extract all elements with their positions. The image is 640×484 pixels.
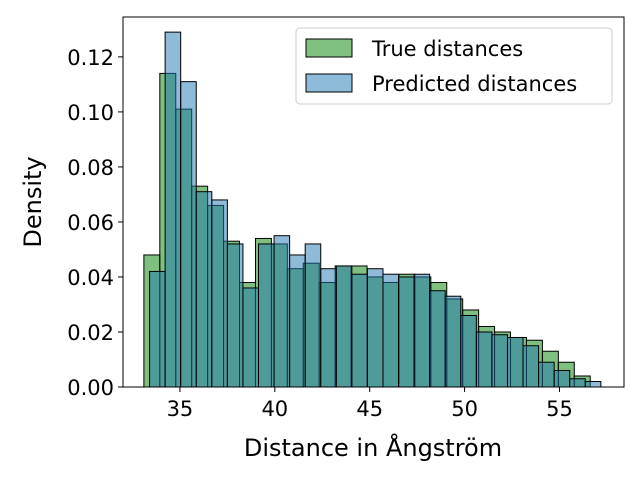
bar-predicted-0 [149, 270, 166, 388]
bar-predicted-9 [289, 254, 306, 388]
legend-swatch-true [305, 38, 353, 58]
bar-predicted-26 [553, 369, 571, 388]
bar-predicted-8 [273, 235, 291, 388]
bar-predicted-27 [569, 378, 586, 388]
y-tick-label: 0.12 [67, 46, 114, 70]
y-tick-label: 0.10 [67, 101, 114, 125]
y-axis-label: Density [19, 156, 47, 247]
bar-predicted-28 [584, 380, 602, 388]
bar-predicted-25 [538, 361, 555, 388]
y-tick-label: 0.08 [67, 156, 114, 180]
y-tick-label: 0.00 [67, 376, 114, 400]
bar-predicted-3 [195, 191, 213, 388]
bar-predicted-12 [335, 265, 353, 388]
legend-label-predicted: Predicted distances [372, 72, 577, 96]
bar-predicted-13 [351, 273, 368, 388]
bar-predicted-2 [180, 81, 197, 388]
x-tick-label: 45 [356, 397, 383, 421]
bar-predicted-5 [226, 243, 244, 388]
bar-predicted-4 [211, 199, 228, 388]
bar-predicted-19 [444, 295, 462, 388]
x-tick-label: 35 [167, 397, 194, 421]
bar-predicted-11 [320, 268, 337, 388]
bar-predicted-20 [460, 314, 477, 388]
x-axis: 35 40 45 50 55 [167, 387, 573, 421]
bar-predicted-17 [413, 273, 431, 388]
bar-predicted-7 [257, 243, 275, 388]
y-axis: 0.00 0.02 0.04 0.06 0.08 0.10 0.12 [67, 46, 123, 400]
bar-predicted-1 [164, 31, 182, 388]
y-tick-label: 0.06 [67, 211, 114, 235]
x-tick-label: 55 [546, 397, 573, 421]
bar-predicted-24 [522, 345, 540, 388]
bar-predicted-18 [429, 290, 446, 388]
legend-frame [295, 27, 613, 105]
legend-label-true: True distances [371, 37, 523, 61]
legend-swatch-predicted [305, 73, 353, 93]
axes-frame [122, 16, 625, 388]
bars-layer [143, 31, 602, 388]
bar-predicted-22 [491, 334, 508, 388]
y-tick-label: 0.02 [67, 321, 114, 345]
bar-predicted-16 [398, 276, 415, 388]
y-tick-label: 0.04 [67, 266, 114, 290]
bar-predicted-15 [382, 273, 400, 388]
x-axis-label: Distance in Ångström [244, 433, 502, 462]
x-tick-label: 40 [261, 397, 288, 421]
bar-predicted-23 [506, 336, 524, 388]
bar-predicted-10 [304, 243, 322, 388]
bar-predicted-6 [242, 287, 259, 388]
bar-predicted-14 [366, 268, 384, 388]
bar-predicted-21 [475, 331, 493, 388]
x-tick-label: 50 [451, 397, 478, 421]
legend: True distances Predicted distances [295, 27, 613, 105]
